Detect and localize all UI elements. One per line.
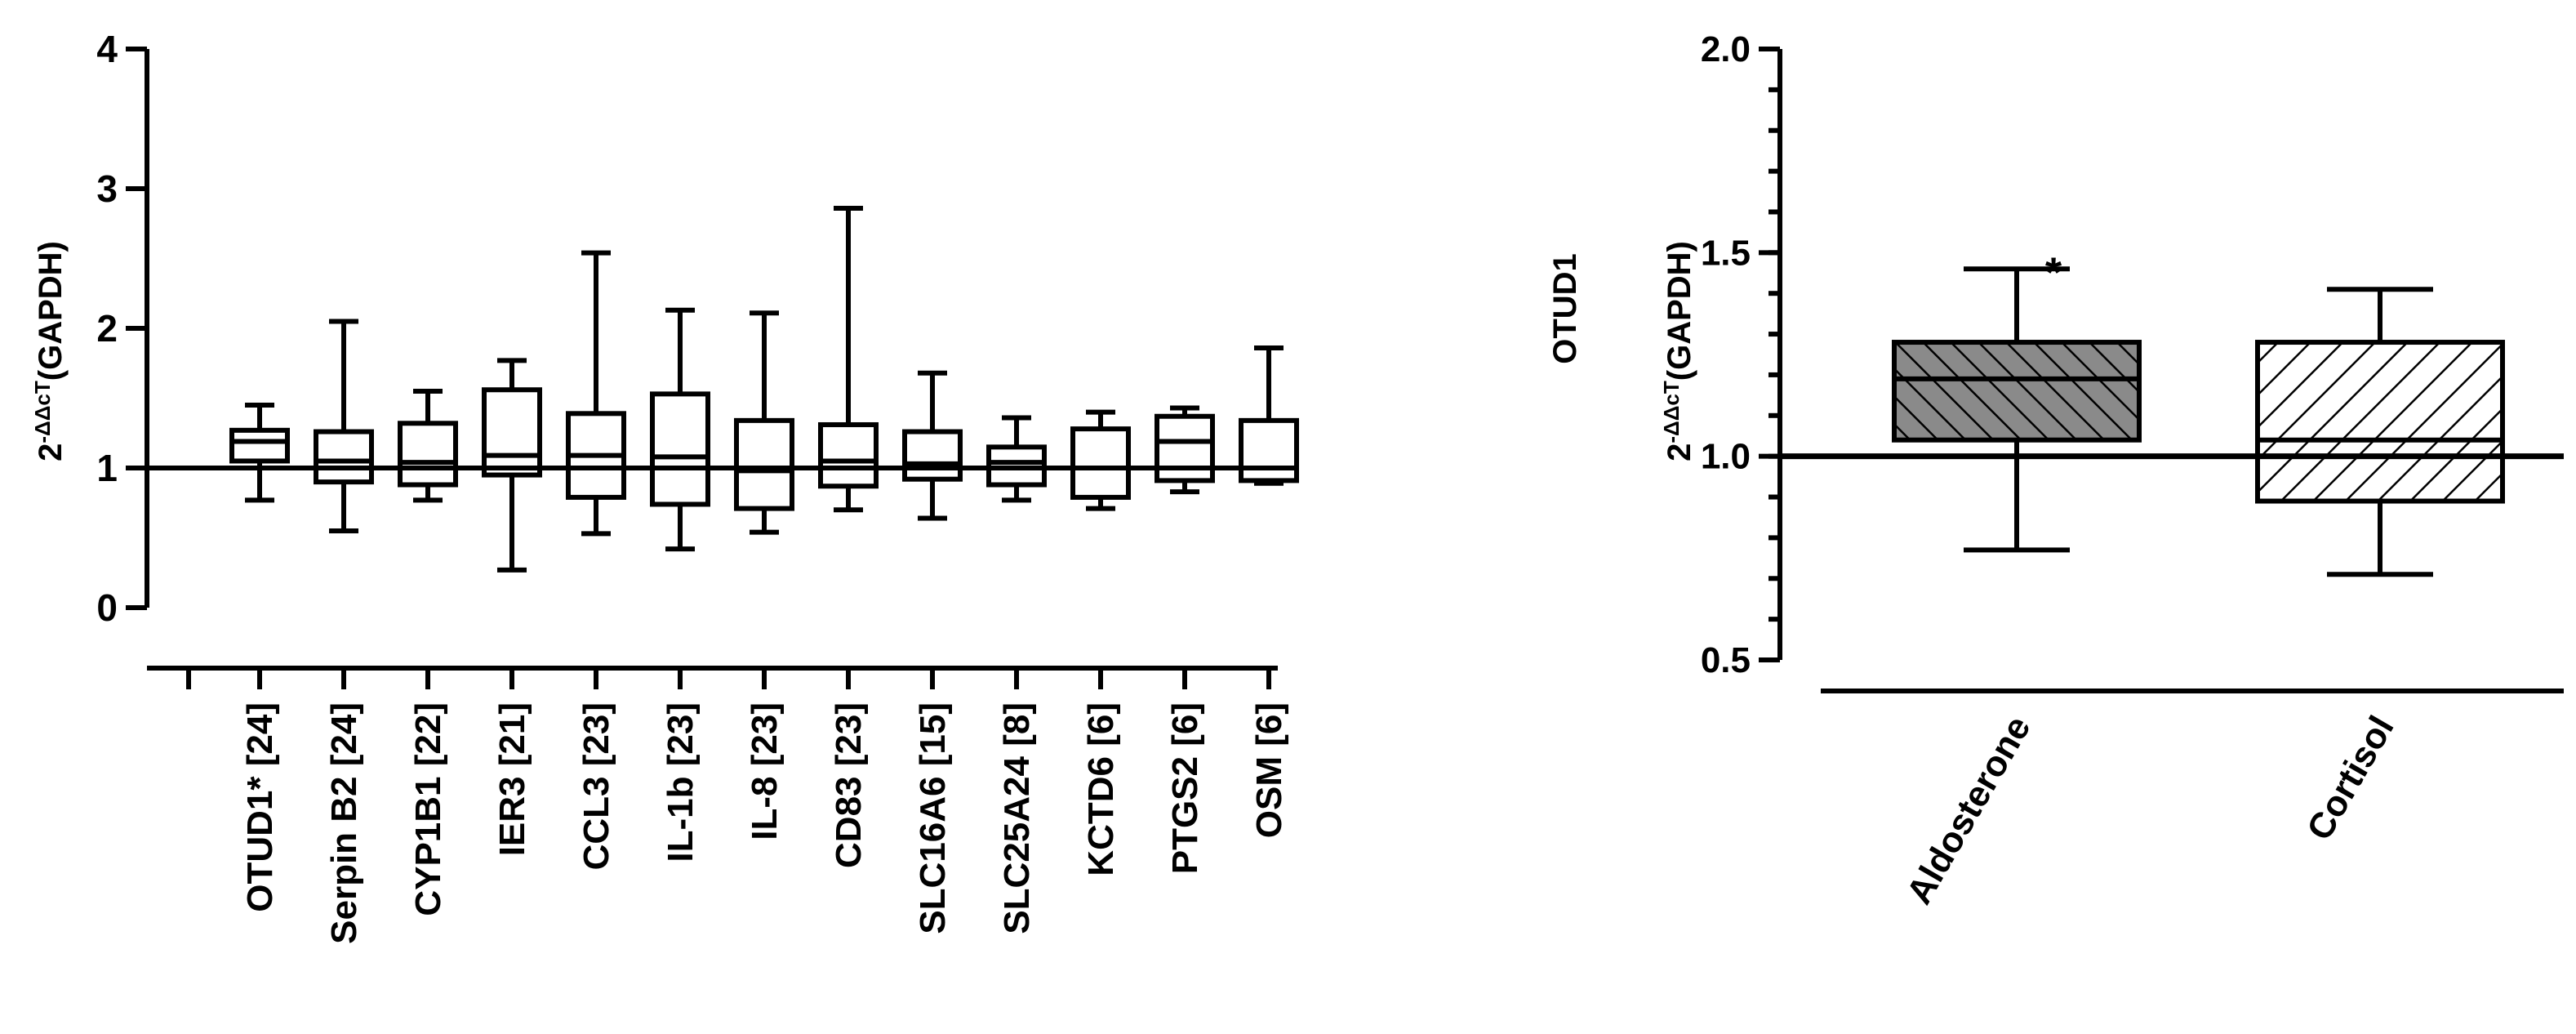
x-tick-label-left: OTUD1* [24]	[240, 702, 280, 912]
x-tick-label-left: PTGS2 [6]	[1165, 702, 1205, 874]
box-iqr	[818, 421, 879, 489]
box-iqr	[314, 429, 374, 485]
x-tick-label-left: IL-1b [23]	[661, 702, 701, 862]
y-axis-left: 0 1 2 3 4	[96, 28, 149, 629]
y-tick-label-left: 0	[96, 586, 118, 629]
panel-otud1: OTUD1 2-ΔΔcT(GAPDH) 0.5 1.0 1.5 2.0 Aldoste…	[1547, 29, 2564, 911]
y-tick-label-left: 4	[96, 28, 118, 70]
boxplot	[1070, 409, 1131, 511]
x-tick-label-left: KCTD6 [6]	[1081, 702, 1121, 876]
boxplot	[482, 358, 542, 573]
y-axis-label-right: 2-ΔΔcT(GAPDH)	[1659, 241, 1697, 461]
box-iqr	[1155, 413, 1215, 484]
box-iqr	[2255, 340, 2505, 504]
y-tick-label-right: 2.0	[1701, 29, 1751, 69]
x-tick-label-right: Cortisol	[2299, 710, 2402, 847]
box-iqr	[398, 421, 458, 488]
x-tick-label-left: OSM [6]	[1249, 702, 1289, 838]
box-iqr	[1070, 426, 1131, 500]
x-tick-label-left: CYP1B1 [22]	[408, 702, 448, 916]
y-tick-label-right: 1.0	[1701, 437, 1751, 477]
y-tick-label-right: 1.5	[1701, 233, 1751, 273]
x-tick-labels-right: Aldosterone Cortisol	[1899, 710, 2402, 911]
x-tick-label-right: Aldosterone	[1899, 710, 2039, 911]
box-iqr	[229, 427, 290, 464]
boxplot	[1155, 405, 1215, 495]
x-tick-label-left: Serpin B2 [24]	[324, 702, 364, 944]
x-axis-left	[147, 666, 1278, 689]
panel-title-otud1: OTUD1	[1547, 253, 1583, 364]
x-tick-label-left: CD83 [23]	[829, 702, 869, 868]
x-tick-label-left: SLC25A24 [8]	[997, 702, 1037, 934]
box-iqr	[1892, 340, 2142, 443]
box-iqr	[734, 417, 794, 511]
y-tick-label-left: 2	[96, 307, 118, 350]
y-tick-label-left: 3	[96, 167, 118, 210]
box-iqr	[1239, 417, 1299, 484]
boxplot	[734, 310, 794, 535]
panel-gene-expression: 2-ΔΔcT(GAPDH) 0 1 2 3 4 OTUD1* [24] Serpin B2…	[30, 28, 1299, 944]
y-axis-right: 0.5 1.0 1.5 2.0	[1701, 29, 1782, 680]
boxplot	[986, 415, 1047, 503]
x-tick-label-left: SLC16A6 [15]	[913, 702, 953, 934]
boxplot	[818, 205, 879, 513]
boxplot	[314, 319, 374, 533]
boxplots-right	[1892, 266, 2505, 577]
box-iqr	[902, 429, 963, 482]
box-iqr	[650, 391, 710, 507]
x-tick-label-left: IL-8 [23]	[745, 702, 785, 840]
x-tick-label-left: CCL3 [23]	[576, 702, 616, 870]
boxplot	[650, 307, 710, 552]
x-tick-label-left: IER3 [21]	[492, 702, 532, 856]
boxplot	[398, 388, 458, 503]
boxplots-left	[229, 205, 1299, 573]
boxplot	[1239, 345, 1299, 486]
y-tick-label-left: 1	[96, 447, 118, 489]
boxplot	[229, 403, 290, 503]
x-tick-labels-left: OTUD1* [24] Serpin B2 [24] CYP1B1 [22] IER3…	[240, 702, 1289, 944]
y-tick-label-right: 0.5	[1701, 640, 1751, 680]
boxplot	[566, 250, 626, 537]
y-axis-label-left: 2-ΔΔcT(GAPDH)	[30, 241, 69, 461]
boxplot	[1892, 266, 2142, 553]
box-iqr	[482, 387, 542, 478]
significance-star: *	[2045, 249, 2062, 296]
boxplot	[902, 370, 963, 521]
boxplot	[2255, 287, 2505, 577]
